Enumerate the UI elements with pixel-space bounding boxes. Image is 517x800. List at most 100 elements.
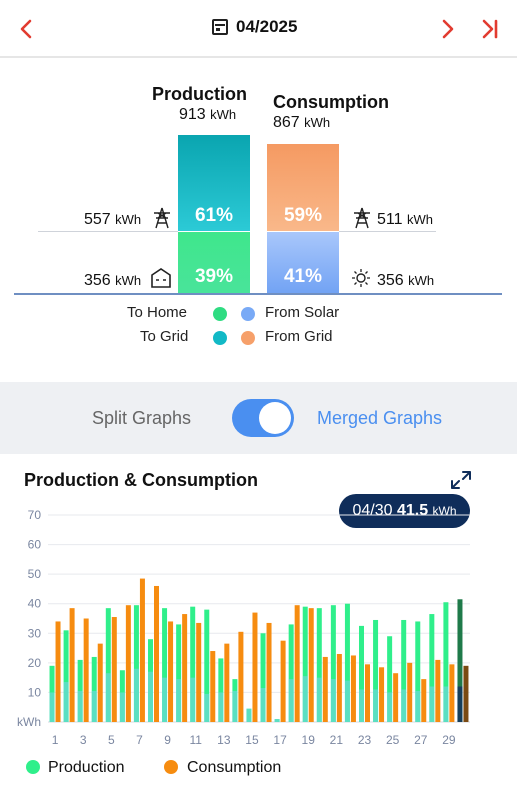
- y-tick-label: 10: [28, 685, 42, 699]
- consumption-from-solar-bar[interactable]: 41%: [267, 232, 339, 293]
- self-consumed-bar: [49, 692, 55, 722]
- consumption-bar: [308, 608, 314, 722]
- power-tower-icon: [354, 207, 370, 229]
- production-bar: [415, 621, 421, 722]
- production-total: 913 kWh: [179, 106, 237, 123]
- calendar-icon: [212, 19, 228, 35]
- previous-month-button[interactable]: [14, 15, 40, 43]
- legend-to-home-label: To Home: [127, 304, 188, 321]
- consumption-bar: [182, 614, 188, 722]
- production-bar: [176, 624, 182, 722]
- switch-knob: [259, 402, 291, 434]
- energy-summary: Production 913 kWh Consumption 867 kWh 6…: [0, 60, 517, 380]
- consumption-bar: [393, 673, 399, 722]
- production-to-grid-bar[interactable]: 61%: [178, 135, 250, 231]
- self-consumed-bar: [288, 679, 294, 722]
- summary-baseline: [14, 293, 502, 295]
- self-consumed-bar: [260, 687, 266, 722]
- y-tick-label: 40: [28, 597, 42, 611]
- legend-from-grid-label: From Grid: [265, 328, 333, 345]
- consumption-bar: [379, 667, 385, 722]
- production-bar: [359, 625, 364, 722]
- legend-to-grid-label: To Grid: [140, 328, 189, 345]
- merged-graphs-label[interactable]: Merged Graphs: [317, 408, 443, 428]
- self-consumed-bar: [316, 677, 322, 722]
- consumption-bar: [463, 665, 469, 722]
- x-tick-label: 29: [442, 733, 456, 747]
- skip-to-end-icon: [482, 19, 498, 39]
- production-bar: [190, 606, 196, 722]
- self-consumed-bar: [401, 689, 407, 722]
- consumption-bar: [168, 621, 174, 722]
- production-to-home-percent: 39%: [194, 266, 234, 287]
- production-title: Production: [152, 84, 247, 104]
- self-consumed-bar: [344, 680, 350, 722]
- home-icon: [151, 268, 171, 288]
- month-selector[interactable]: 04/2025: [212, 17, 297, 37]
- consumption-bar: [224, 643, 230, 722]
- production-bar: [218, 658, 224, 722]
- self-consumed-bar: [373, 689, 379, 722]
- self-consumed-bar: [429, 686, 435, 722]
- self-consumed-bar: [218, 692, 224, 722]
- production-bar: [260, 633, 266, 722]
- consumption-bar: [365, 664, 370, 722]
- split-graphs-label[interactable]: Split Graphs: [92, 408, 192, 428]
- legend-from-grid-dot: [241, 331, 255, 345]
- expand-icon[interactable]: [451, 471, 471, 489]
- production-bar: [105, 608, 111, 722]
- consumption-bar: [55, 621, 61, 722]
- self-consumed-bar: [415, 690, 421, 722]
- y-tick-label: 20: [28, 656, 42, 670]
- self-consumed-bar: [91, 690, 97, 722]
- consumption-bar: [407, 662, 413, 722]
- consumption-grid-value: 511 kWh: [377, 211, 433, 228]
- self-consumed-bar: [105, 673, 111, 722]
- self-consumed-bar: [176, 679, 182, 722]
- consumption-bar: [196, 622, 202, 722]
- production-bar: [162, 608, 168, 722]
- self-consumed-bar: [359, 689, 364, 722]
- production-to-home-bar[interactable]: 39%: [178, 232, 250, 293]
- legend-to-grid-dot: [213, 331, 227, 345]
- next-month-button[interactable]: [434, 15, 460, 43]
- self-consumed-bar: [232, 690, 238, 722]
- production-bar: [373, 619, 379, 722]
- legend-from-solar-dot: [241, 307, 255, 321]
- current-month-label: 04/2025: [236, 17, 298, 36]
- production-grid-value: 557 kWh: [84, 211, 142, 228]
- consumption-bar: [280, 640, 286, 722]
- chart-legend-consumption-label: Consumption: [187, 759, 282, 776]
- consumption-bar: [435, 659, 441, 722]
- consumption-bar: [421, 679, 427, 722]
- self-consumed-bar: [246, 708, 252, 722]
- last-month-button[interactable]: [477, 15, 503, 43]
- consumption-bar: [252, 612, 258, 722]
- production-bar: [288, 624, 294, 722]
- consumption-from-grid-bar[interactable]: 59%: [267, 144, 339, 231]
- chart-legend-production-label: Production: [48, 759, 125, 776]
- y-tick-label: 50: [28, 567, 42, 581]
- consumption-from-solar-percent: 41%: [283, 266, 323, 287]
- graph-mode-switch[interactable]: [232, 399, 294, 437]
- consumption-bar: [97, 643, 103, 722]
- self-consumed-bar: [162, 677, 168, 722]
- self-consumed-bar: [63, 682, 69, 722]
- self-consumed-bar: [204, 693, 210, 722]
- self-consumed-bar: [330, 679, 336, 722]
- x-tick-label: 21: [330, 733, 344, 747]
- consumption-bar: [294, 605, 300, 722]
- power-tower-icon: [154, 207, 170, 229]
- x-tick-label: 13: [217, 733, 231, 747]
- self-consumed-bar: [133, 668, 139, 722]
- x-tick-label: 23: [358, 733, 372, 747]
- x-tick-label: 25: [386, 733, 400, 747]
- production-home-value: 356 kWh: [84, 272, 142, 289]
- production-bar: [387, 636, 393, 722]
- production-bar: [443, 602, 449, 722]
- production-bar: [91, 656, 97, 722]
- chart-legend-production-dot: [26, 760, 40, 774]
- graph-mode-toggle-area: Split Graphs Merged Graphs: [0, 382, 517, 454]
- consumption-bar: [139, 578, 145, 722]
